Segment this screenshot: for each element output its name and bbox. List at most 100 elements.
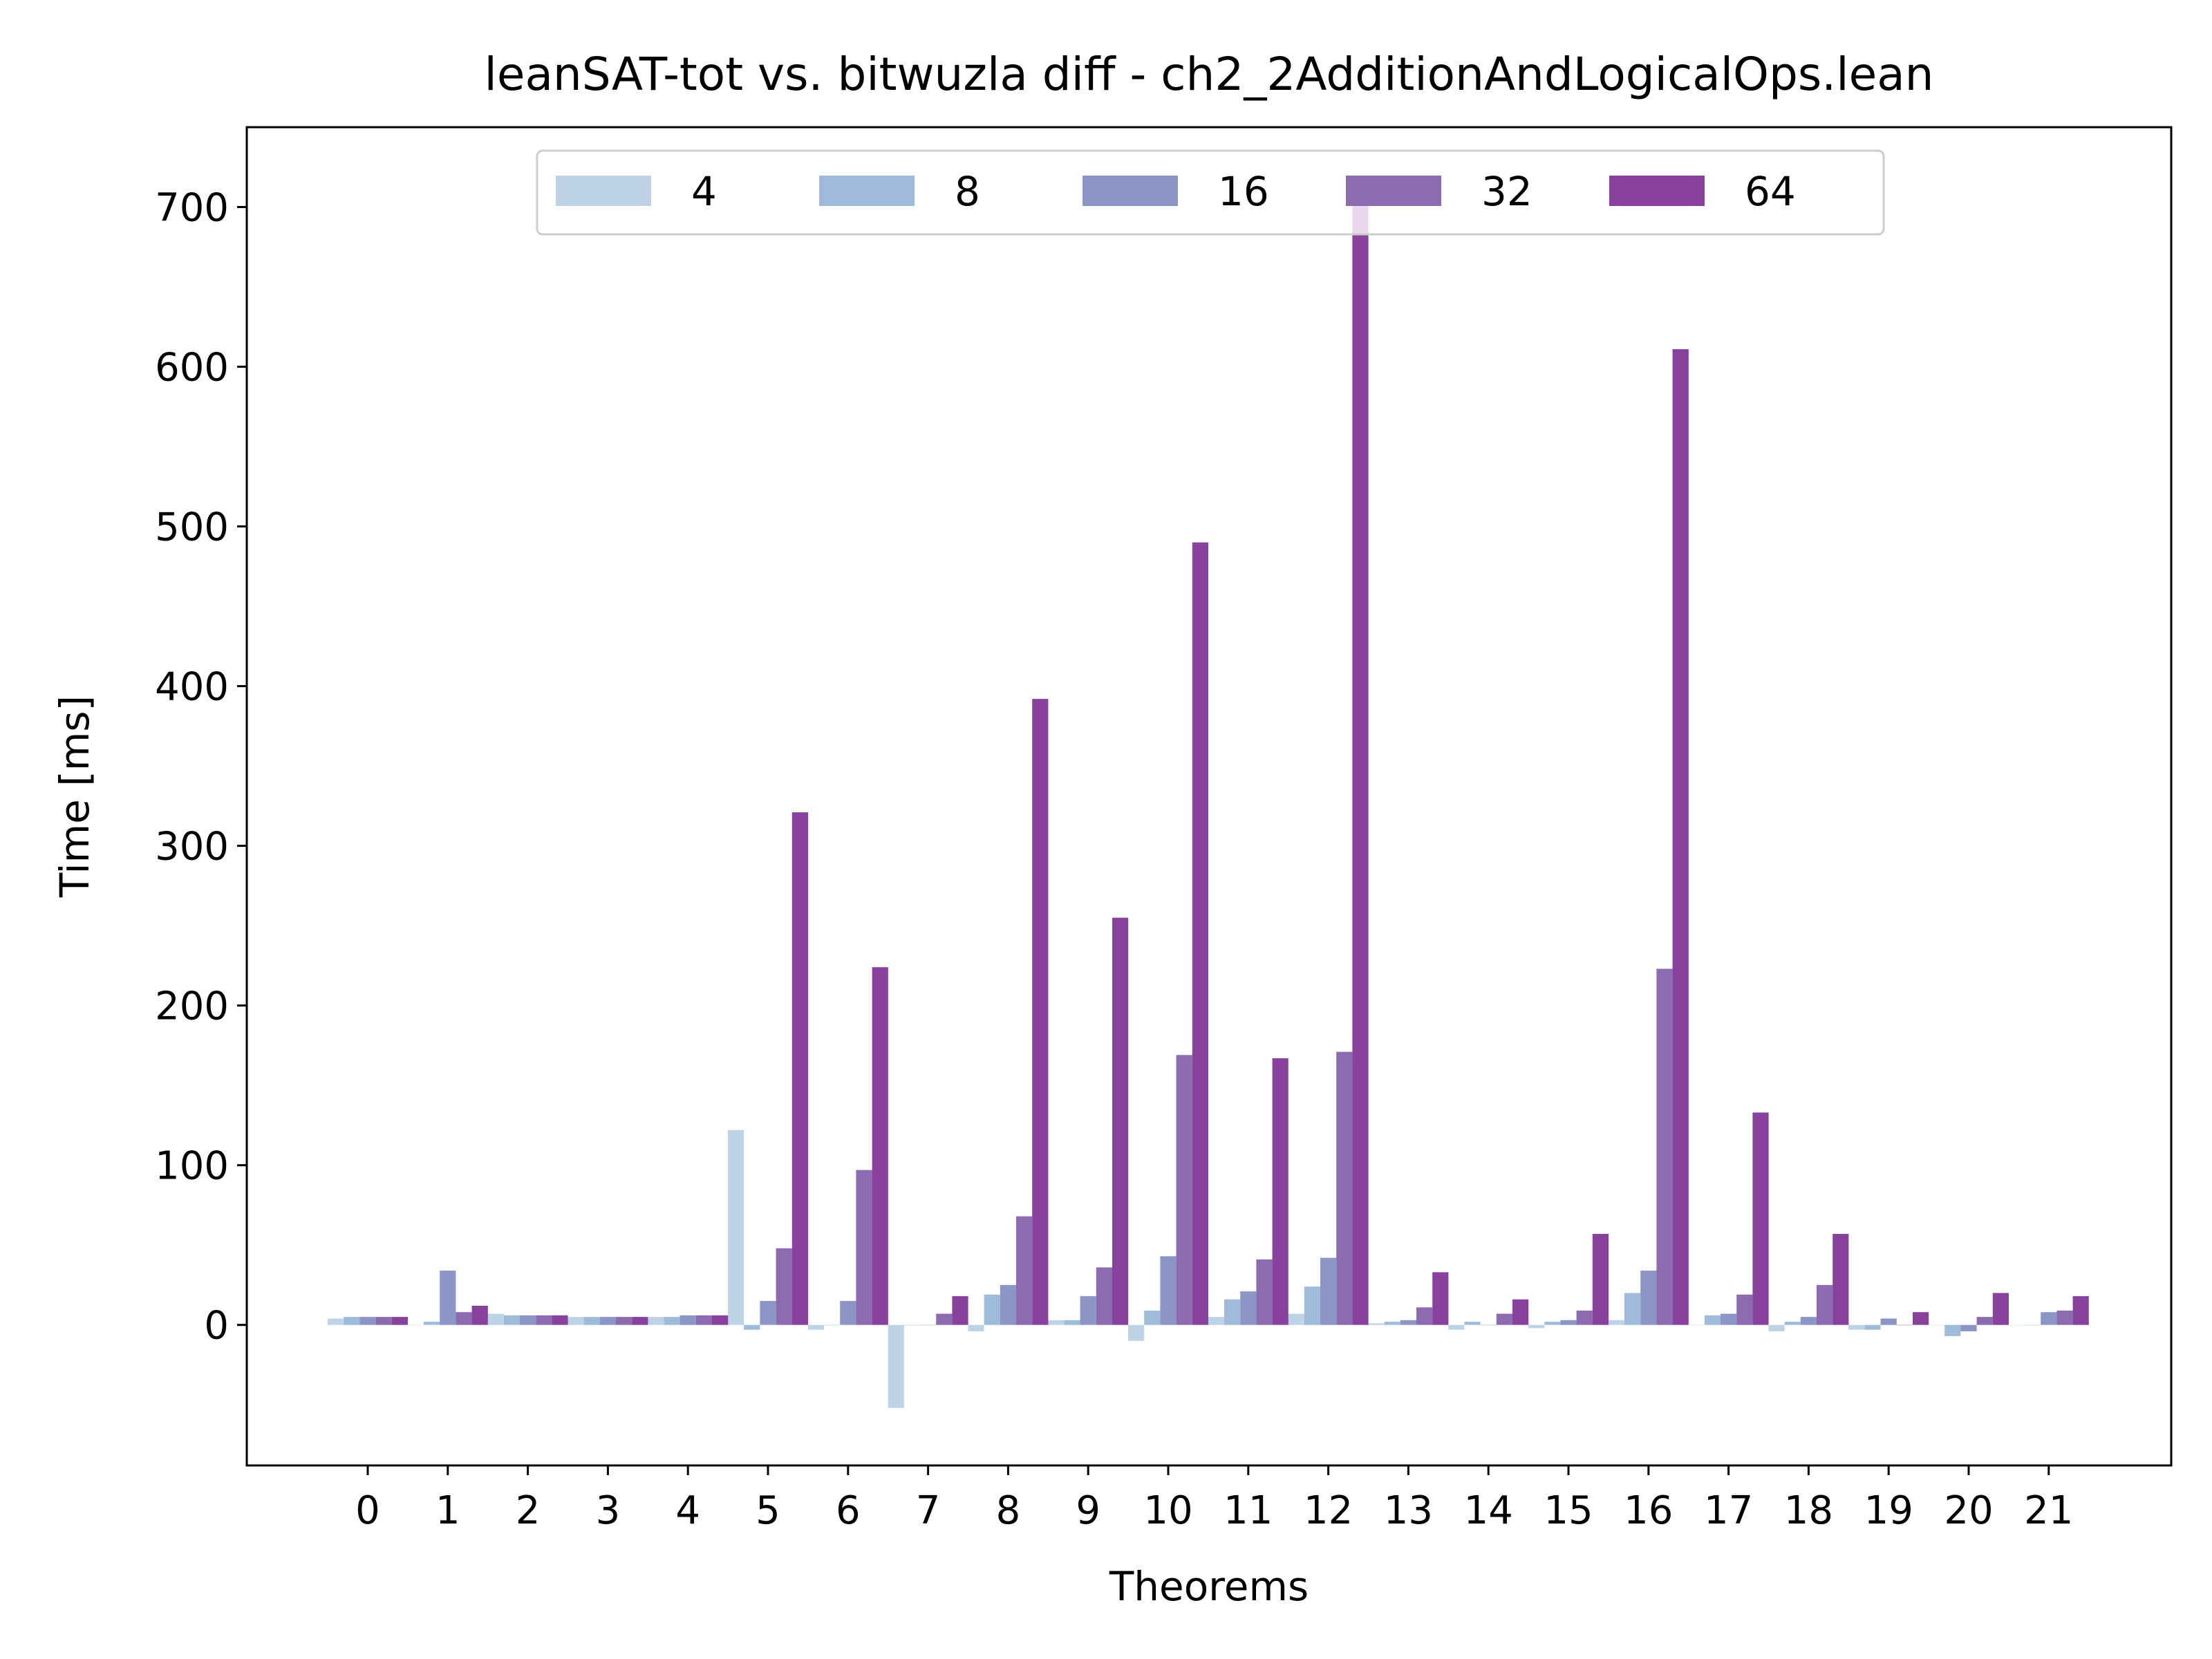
bar-theorem-6-series-8 xyxy=(824,1324,841,1326)
bars-layer xyxy=(328,187,2089,1408)
bar-theorem-19-series-4 xyxy=(1848,1324,1865,1330)
bar-theorem-8-series-8 xyxy=(984,1294,1000,1325)
bar-theorem-21-series-64 xyxy=(2072,1296,2089,1325)
bar-theorem-20-series-32 xyxy=(1976,1317,1993,1325)
bar-theorem-17-series-8 xyxy=(1704,1315,1721,1325)
y-tick-label: 200 xyxy=(155,984,229,1029)
bar-theorem-9-series-8 xyxy=(1064,1320,1080,1325)
x-tick-label: 2 xyxy=(516,1488,541,1533)
bar-theorem-10-series-8 xyxy=(1144,1310,1161,1325)
bar-theorem-8-series-4 xyxy=(968,1324,984,1331)
x-tick-label: 6 xyxy=(836,1488,861,1533)
legend-label-64: 64 xyxy=(1745,168,1796,215)
legend-label-16: 16 xyxy=(1218,168,1269,215)
bar-theorem-16-series-16 xyxy=(1640,1271,1657,1325)
x-tick-label: 4 xyxy=(675,1488,700,1533)
bar-theorem-3-series-16 xyxy=(599,1317,616,1325)
bar-theorem-7-series-64 xyxy=(952,1296,968,1325)
bar-theorem-6-series-4 xyxy=(807,1324,824,1330)
bar-theorem-19-series-64 xyxy=(1913,1312,1929,1325)
y-tick-label: 700 xyxy=(155,186,229,231)
bar-theorem-5-series-8 xyxy=(744,1324,760,1330)
bar-theorem-7-series-32 xyxy=(936,1313,953,1325)
bar-theorem-14-series-4 xyxy=(1448,1324,1465,1330)
bar-theorem-4-series-16 xyxy=(679,1315,696,1325)
bar-theorem-18-series-64 xyxy=(1833,1234,1849,1325)
x-tick-label: 8 xyxy=(996,1488,1021,1533)
x-tick-label: 11 xyxy=(1224,1488,1273,1533)
x-tick-label: 15 xyxy=(1544,1488,1593,1533)
y-tick-label: 400 xyxy=(155,665,229,710)
bar-theorem-0-series-16 xyxy=(359,1317,376,1325)
bar-theorem-20-series-16 xyxy=(1960,1324,1977,1331)
bar-theorem-11-series-32 xyxy=(1256,1259,1273,1325)
x-tick-label: 14 xyxy=(1464,1488,1513,1533)
legend-swatch-32 xyxy=(1346,176,1441,206)
bar-theorem-3-series-64 xyxy=(632,1317,648,1325)
x-axis-label: Theorems xyxy=(1109,1563,1309,1610)
bar-theorem-13-series-32 xyxy=(1416,1307,1433,1325)
legend-label-4: 4 xyxy=(691,168,717,215)
bar-theorem-16-series-4 xyxy=(1608,1320,1624,1325)
bar-theorem-4-series-4 xyxy=(648,1317,664,1325)
bar-theorem-3-series-4 xyxy=(568,1317,584,1325)
bar-theorem-13-series-4 xyxy=(1368,1323,1385,1325)
bar-theorem-12-series-16 xyxy=(1320,1257,1337,1325)
x-tick-label: 10 xyxy=(1143,1488,1192,1533)
y-tick-label: 500 xyxy=(155,505,229,550)
x-tick-label: 20 xyxy=(1944,1488,1993,1533)
bar-theorem-15-series-8 xyxy=(1544,1322,1561,1325)
x-tick-label: 0 xyxy=(355,1488,380,1533)
bar-theorem-8-series-64 xyxy=(1032,699,1049,1325)
bar-theorem-14-series-32 xyxy=(1496,1313,1512,1325)
bar-theorem-13-series-8 xyxy=(1384,1322,1400,1325)
x-tick-label: 13 xyxy=(1384,1488,1433,1533)
bar-theorem-9-series-4 xyxy=(1048,1320,1065,1325)
chart-title: leanSAT-tot vs. bitwuzla diff - ch2_2Add… xyxy=(485,48,1934,101)
legend-swatch-64 xyxy=(1609,176,1705,206)
legend-box xyxy=(536,149,1885,236)
bar-theorem-10-series-16 xyxy=(1160,1256,1177,1325)
bar-theorem-3-series-8 xyxy=(583,1317,600,1325)
bar-theorem-4-series-8 xyxy=(664,1317,680,1325)
bar-theorem-2-series-32 xyxy=(536,1315,552,1325)
bar-theorem-12-series-64 xyxy=(1352,187,1369,1325)
x-tick-label: 17 xyxy=(1704,1488,1753,1533)
bar-theorem-9-series-64 xyxy=(1112,917,1129,1325)
bar-theorem-1-series-64 xyxy=(471,1305,488,1325)
plot-frame xyxy=(245,126,2173,1467)
y-tick-label: 600 xyxy=(155,346,229,391)
legend-swatch-4 xyxy=(556,176,651,206)
bar-theorem-2-series-8 xyxy=(503,1315,520,1325)
y-axis: 0 100 200 300 400 500 600 700 xyxy=(155,186,247,1349)
bar-theorem-0-series-8 xyxy=(344,1317,360,1325)
bar-theorem-7-series-4 xyxy=(888,1324,904,1408)
bar-theorem-15-series-4 xyxy=(1528,1324,1545,1329)
bar-theorem-9-series-16 xyxy=(1080,1296,1096,1325)
bar-theorem-4-series-64 xyxy=(712,1315,729,1325)
bar-theorem-6-series-32 xyxy=(856,1170,872,1325)
legend-swatch-16 xyxy=(1082,176,1178,206)
bar-theorem-15-series-64 xyxy=(1592,1234,1609,1325)
bar-theorem-21-series-16 xyxy=(2041,1312,2057,1325)
bar-theorem-9-series-32 xyxy=(1096,1267,1112,1325)
x-tick-label: 16 xyxy=(1624,1488,1673,1533)
bar-theorem-6-series-64 xyxy=(872,967,888,1325)
bar-theorem-14-series-16 xyxy=(1480,1324,1497,1326)
y-tick-label: 100 xyxy=(155,1144,229,1189)
bar-theorem-7-series-8 xyxy=(903,1324,920,1326)
legend-swatch-8 xyxy=(819,176,915,206)
bar-theorem-11-series-8 xyxy=(1224,1299,1241,1325)
bar-theorem-20-series-4 xyxy=(1929,1324,1945,1326)
bar-theorem-1-series-16 xyxy=(440,1271,456,1325)
y-axis-label: Time [ms] xyxy=(51,695,98,898)
x-tick-label: 12 xyxy=(1304,1488,1353,1533)
bar-theorem-14-series-64 xyxy=(1512,1299,1529,1325)
y-tick-label: 300 xyxy=(155,825,229,870)
bar-theorem-16-series-64 xyxy=(1672,349,1689,1325)
x-tick-label: 21 xyxy=(2024,1488,2073,1533)
bar-theorem-18-series-8 xyxy=(1784,1322,1801,1325)
bar-theorem-21-series-4 xyxy=(2008,1324,2025,1326)
bar-theorem-13-series-64 xyxy=(1432,1272,1449,1325)
